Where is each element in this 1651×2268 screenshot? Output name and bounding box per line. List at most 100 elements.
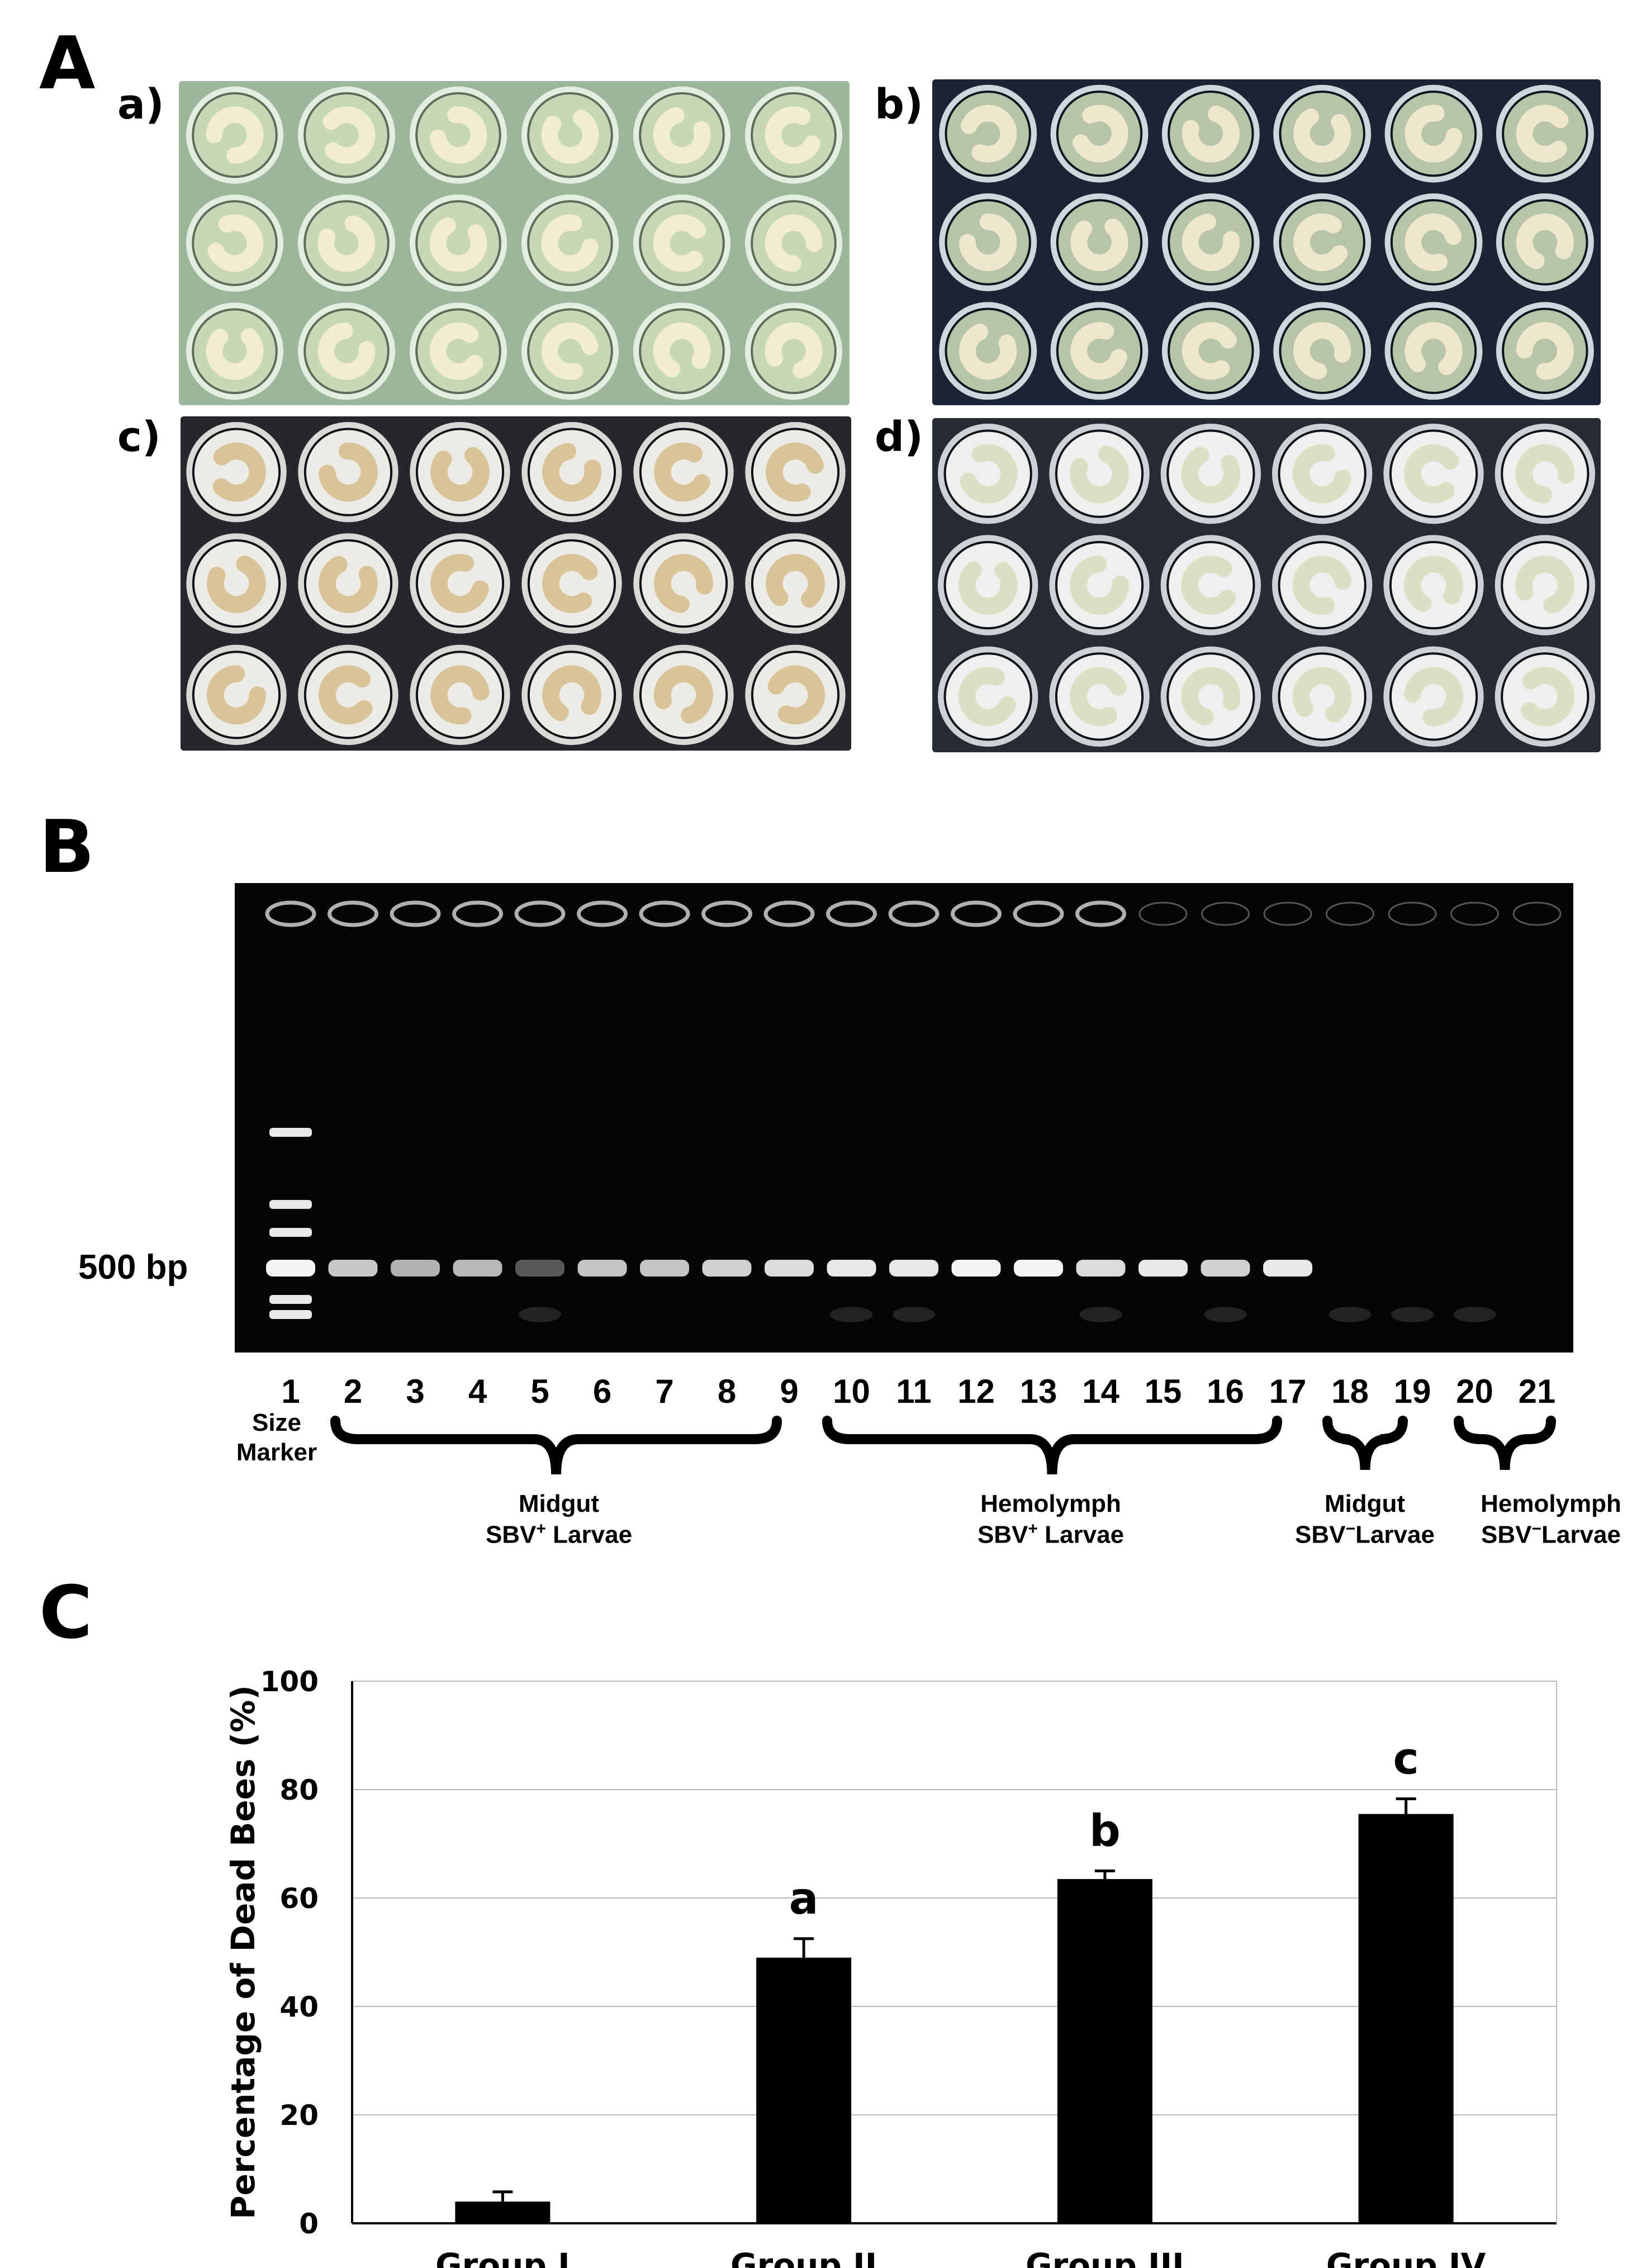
gel-band [266, 1260, 315, 1277]
lane-number: 18 [1331, 1373, 1369, 1410]
lane-number: 4 [468, 1373, 487, 1410]
gel-band [702, 1260, 752, 1277]
gel-band [1201, 1260, 1250, 1277]
plate-well [521, 421, 622, 523]
x-category-label: Group III [1026, 2246, 1184, 2268]
plate-photo-b [932, 79, 1601, 405]
gel-band [951, 1260, 1001, 1277]
gel-haze [830, 1307, 873, 1322]
size-marker-caption: Size Marker [236, 1409, 317, 1466]
group-caption-hemolymph-positive: Hemolymph SBV+ Larvae [977, 1490, 1125, 1549]
lane-number: 3 [406, 1373, 425, 1410]
lane-number: 13 [1019, 1373, 1057, 1410]
gel-well [452, 900, 503, 927]
gel-band [1076, 1260, 1126, 1277]
lane-number: 9 [780, 1373, 799, 1410]
group-caption-midgut-positive: Midgut SBV+ Larvae [485, 1490, 633, 1549]
lane-number: 21 [1518, 1373, 1556, 1410]
plate-well [186, 421, 287, 523]
gel-well [1263, 901, 1312, 926]
gel-well [1075, 900, 1126, 927]
plate-well [939, 193, 1037, 291]
lane-number: 5 [530, 1373, 549, 1410]
plate-well [410, 421, 510, 523]
ladder-band [269, 1310, 312, 1319]
gel-haze [1204, 1307, 1247, 1322]
plate-well [1384, 193, 1483, 291]
lane-group-brace [1454, 1416, 1556, 1470]
gel-band [515, 1260, 564, 1277]
gel-well [1138, 901, 1188, 926]
plate-well [1495, 535, 1596, 635]
plate-well [633, 302, 730, 400]
plate-well [521, 644, 622, 746]
plate-well [410, 533, 510, 634]
plate-well [1161, 84, 1260, 183]
plate-well [1049, 423, 1150, 524]
plate-well [745, 194, 842, 292]
x-category-label: Group I [435, 2246, 570, 2268]
plate-well [1495, 423, 1596, 524]
gel-well [826, 900, 877, 927]
gel-well [328, 900, 378, 927]
plate-well [937, 423, 1038, 524]
lane-number: 7 [655, 1373, 674, 1410]
plate-well [745, 421, 846, 523]
gel-band [1138, 1260, 1188, 1277]
lane-group-brace [822, 1416, 1282, 1475]
gel-haze [1329, 1307, 1372, 1322]
plate-well [1273, 84, 1372, 183]
lane-number: 19 [1393, 1373, 1431, 1410]
group-caption-midgut-negative: Midgut SBV−Larvae [1295, 1490, 1435, 1549]
lane-number: 10 [833, 1373, 870, 1410]
plate-well [298, 194, 395, 292]
gel-band [391, 1260, 440, 1277]
y-tick-label: 100 [260, 1666, 319, 1698]
plate-well [1050, 193, 1149, 291]
plate-well [1160, 535, 1261, 635]
lane-number: 16 [1207, 1373, 1244, 1410]
plate-well [939, 84, 1037, 183]
gel-well [1450, 901, 1499, 926]
gel-well [639, 900, 690, 927]
plate-well [521, 533, 622, 634]
plate-b-label: b) [875, 80, 923, 129]
plate-well [1272, 646, 1373, 747]
panel-a-label: A [39, 21, 96, 106]
gel-haze [1453, 1307, 1496, 1322]
plate-photo-a [179, 81, 850, 405]
significance-letter: a [789, 1874, 819, 1924]
panel-c-label: C [39, 1570, 93, 1655]
plate-well [410, 86, 507, 184]
gel-well [1013, 900, 1064, 927]
x-category-label: Group II [730, 2246, 877, 2268]
plate-well [298, 302, 395, 400]
plate-well [745, 644, 846, 746]
plate-well [1495, 646, 1596, 747]
plate-well [1384, 84, 1483, 183]
plate-well [633, 194, 730, 292]
plate-photo-d [932, 418, 1601, 752]
lane-group-brace [1322, 1416, 1408, 1470]
gel-well [577, 900, 628, 927]
gel-well [514, 900, 566, 927]
lane-number: 20 [1456, 1373, 1493, 1410]
plate-well [1496, 193, 1594, 291]
gel-band [1014, 1260, 1063, 1277]
gel-band [577, 1260, 627, 1277]
bar [455, 2201, 551, 2223]
plate-well [186, 194, 283, 292]
lane-number: 1 [281, 1373, 300, 1410]
plate-well [1160, 423, 1261, 524]
plate-well [410, 644, 510, 746]
plate-well [298, 644, 398, 746]
lane-group-braces [330, 1416, 1556, 1475]
plate-well [186, 533, 287, 634]
plate-well [1383, 646, 1484, 747]
plate-c-label: c) [117, 413, 161, 461]
lane-number: 11 [896, 1373, 932, 1410]
lane-number: 12 [957, 1373, 995, 1410]
plate-well [521, 86, 619, 184]
lane-number: 17 [1269, 1373, 1307, 1410]
significance-letter: b [1089, 1806, 1121, 1857]
